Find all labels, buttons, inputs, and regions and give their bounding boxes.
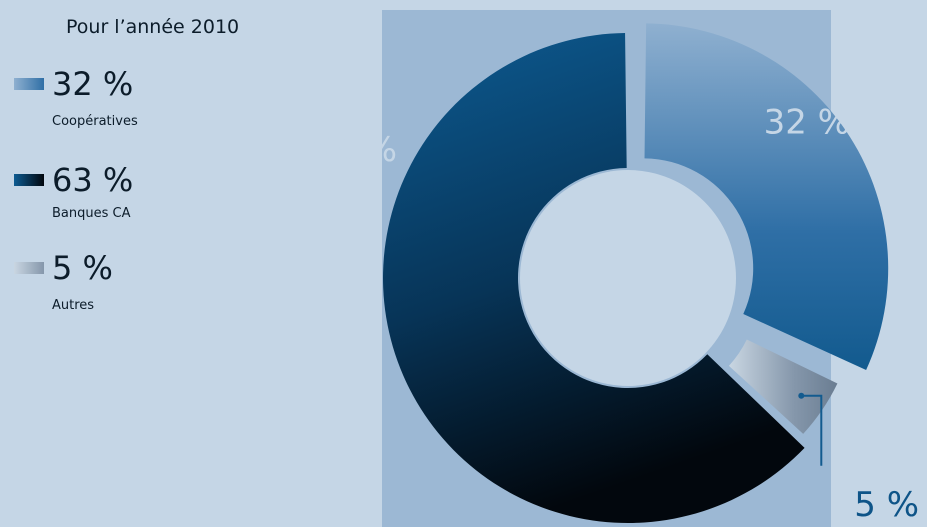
slices-group	[382, 23, 889, 523]
legend-swatch-cooperatives	[14, 78, 44, 90]
legend-value-cooperatives: 32 %	[52, 65, 134, 103]
data-label-cooperatives: 32 %	[764, 103, 850, 143]
donut-hole	[520, 170, 736, 386]
legend-value-banques: 63 %	[52, 161, 134, 199]
slice-autres	[728, 339, 838, 434]
legend-value-autres: 5 %	[52, 249, 113, 287]
legend-swatch-autres	[14, 262, 44, 274]
slice-cooperatives	[644, 23, 889, 371]
data-label-banques: 63 %	[311, 130, 397, 170]
legend-label-cooperatives: Coopératives	[52, 114, 138, 129]
data-label-autres: 5 %	[854, 485, 919, 525]
labels-group: 32 % 63 % 5 %	[311, 103, 919, 525]
legend-swatch-banques	[14, 174, 44, 186]
legend-label-banques: Banques CA	[52, 206, 131, 221]
leader-line	[801, 394, 823, 466]
slice-banques	[382, 33, 805, 523]
legend-title: Pour l’année 2010	[66, 16, 240, 38]
legend-label-autres: Autres	[52, 298, 95, 313]
